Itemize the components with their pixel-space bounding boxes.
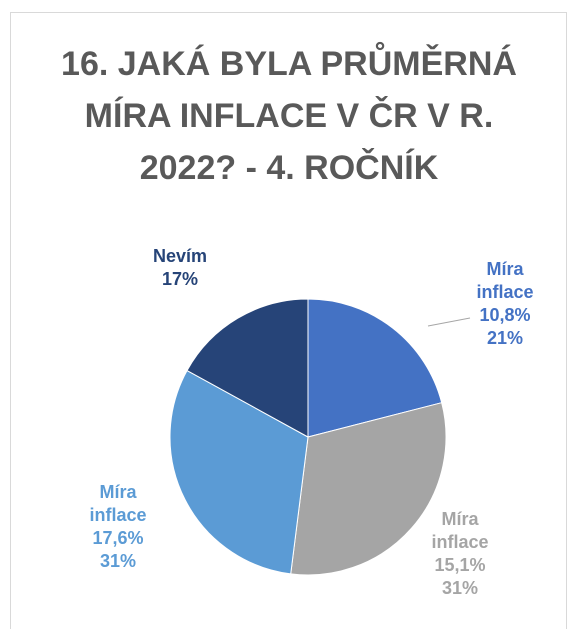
slice-label: Míra inflace 15,1% (431, 509, 488, 575)
pie-slice (307, 298, 443, 438)
chart-title: 16. JAKÁ BYLA PRŮMĚRNÁ MÍRA INFLACE V ČR… (61, 45, 517, 187)
pie-slice (169, 369, 309, 575)
slice-label-line: 17,6% (92, 528, 143, 548)
slice-label-line: Míra (99, 482, 137, 502)
slice-value-label: 21% (487, 328, 523, 348)
slice-label-line: Míra (441, 509, 479, 529)
slice-label: Míra inflace 17,6% (89, 482, 146, 548)
leader-line (427, 317, 471, 327)
slice-label: Nevím (153, 246, 207, 266)
slice-value-label: 31% (442, 578, 478, 598)
slice-label-line: Míra (486, 259, 524, 279)
chart-border (10, 12, 567, 629)
slice-label-line: 15,1% (434, 555, 485, 575)
slice-label-line: inflace (476, 282, 533, 302)
slice-label-line: Nevím (153, 246, 207, 266)
slice-label-line: inflace (89, 505, 146, 525)
pie-slice (186, 298, 309, 438)
slice-label-line: 10,8% (479, 305, 530, 325)
slice-label-line: inflace (431, 532, 488, 552)
slice-label: Míra inflace 10,8% (476, 259, 533, 325)
slice-value-label: 31% (100, 551, 136, 571)
pie-slice (290, 402, 447, 576)
slice-value-label: 17% (162, 269, 198, 289)
